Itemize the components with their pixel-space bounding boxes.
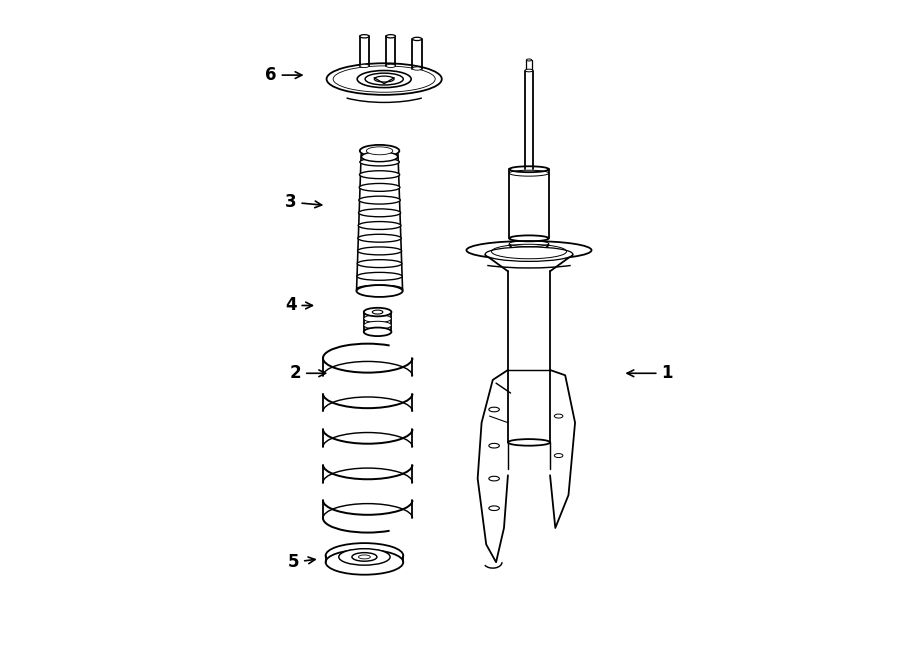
- Ellipse shape: [554, 453, 562, 457]
- Ellipse shape: [386, 34, 395, 38]
- Ellipse shape: [525, 69, 533, 72]
- Ellipse shape: [526, 59, 532, 61]
- Ellipse shape: [360, 64, 369, 67]
- Ellipse shape: [360, 34, 369, 38]
- Ellipse shape: [338, 549, 390, 565]
- Ellipse shape: [327, 63, 442, 95]
- Ellipse shape: [362, 152, 398, 162]
- Ellipse shape: [554, 414, 562, 418]
- Text: 6: 6: [266, 66, 302, 84]
- Ellipse shape: [509, 167, 549, 173]
- Ellipse shape: [360, 158, 400, 166]
- Text: 1: 1: [627, 364, 673, 382]
- Text: 4: 4: [285, 297, 312, 315]
- Ellipse shape: [357, 71, 411, 88]
- Text: 2: 2: [290, 364, 326, 382]
- Ellipse shape: [466, 241, 591, 259]
- Ellipse shape: [364, 308, 392, 317]
- Ellipse shape: [326, 543, 403, 568]
- Ellipse shape: [489, 477, 500, 481]
- Text: 3: 3: [285, 193, 321, 211]
- Ellipse shape: [359, 184, 400, 191]
- Ellipse shape: [374, 76, 394, 82]
- Ellipse shape: [356, 285, 402, 293]
- Ellipse shape: [352, 553, 377, 561]
- Ellipse shape: [509, 235, 549, 241]
- Ellipse shape: [412, 67, 422, 70]
- Ellipse shape: [358, 209, 401, 217]
- Ellipse shape: [358, 234, 401, 242]
- Ellipse shape: [365, 73, 403, 85]
- Ellipse shape: [508, 439, 550, 446]
- Ellipse shape: [359, 196, 400, 204]
- Ellipse shape: [489, 444, 500, 448]
- Ellipse shape: [489, 506, 500, 510]
- Ellipse shape: [485, 247, 572, 261]
- Ellipse shape: [364, 321, 392, 329]
- Ellipse shape: [373, 310, 382, 314]
- Ellipse shape: [489, 407, 500, 412]
- Ellipse shape: [357, 247, 401, 255]
- Ellipse shape: [356, 285, 402, 297]
- Ellipse shape: [364, 315, 392, 323]
- Ellipse shape: [357, 260, 402, 268]
- Ellipse shape: [360, 145, 400, 157]
- Ellipse shape: [386, 64, 395, 67]
- Ellipse shape: [326, 550, 403, 574]
- Ellipse shape: [357, 272, 402, 280]
- Ellipse shape: [358, 221, 401, 229]
- Ellipse shape: [364, 328, 392, 336]
- Ellipse shape: [366, 147, 392, 155]
- Text: 5: 5: [288, 553, 315, 571]
- Ellipse shape: [412, 37, 422, 40]
- Ellipse shape: [359, 171, 400, 178]
